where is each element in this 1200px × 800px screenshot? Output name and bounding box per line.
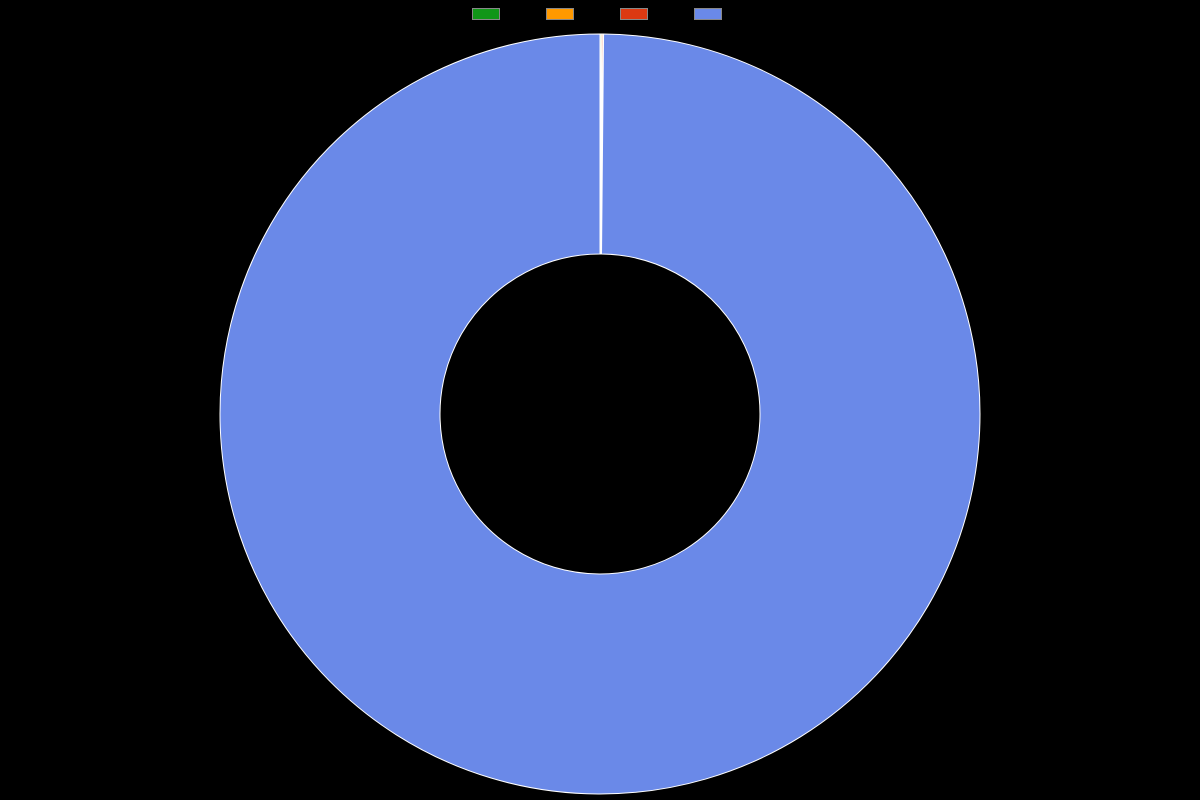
legend-swatch-0 [472,8,500,20]
legend-item-2[interactable] [620,8,654,20]
legend-item-0[interactable] [472,8,506,20]
donut-svg [0,28,1200,800]
legend-item-1[interactable] [546,8,580,20]
legend-swatch-2 [620,8,648,20]
chart-container [0,0,1200,800]
legend-item-3[interactable] [694,8,728,20]
legend-swatch-1 [546,8,574,20]
chart-legend [0,8,1200,20]
legend-swatch-3 [694,8,722,20]
donut-chart [0,28,1200,800]
donut-slice-3[interactable] [220,34,980,794]
